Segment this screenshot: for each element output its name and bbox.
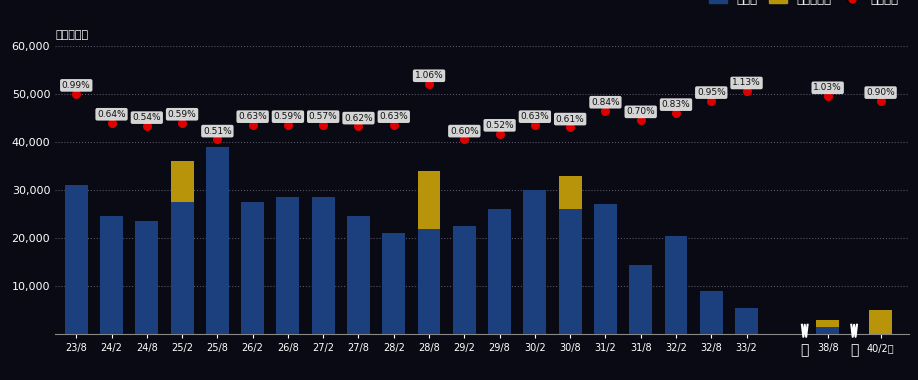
Bar — [665, 236, 688, 334]
Bar — [488, 209, 511, 334]
Text: 0.52%: 0.52% — [486, 121, 514, 130]
Text: 1.03%: 1.03% — [813, 83, 842, 92]
Bar — [816, 327, 839, 334]
Text: （百万円）: （百万円） — [55, 30, 88, 40]
Bar — [312, 197, 335, 334]
Text: 0.61%: 0.61% — [555, 115, 585, 124]
Bar — [418, 228, 441, 334]
Bar — [382, 233, 405, 334]
Bar — [735, 308, 758, 334]
Bar — [100, 217, 123, 334]
Bar — [869, 310, 892, 334]
Bar — [171, 161, 194, 202]
Bar — [65, 185, 88, 334]
Text: 0.59%: 0.59% — [274, 112, 302, 121]
Legend: 借入金, 投資法人債, 平均金利: 借入金, 投資法人債, 平均金利 — [704, 0, 903, 10]
Text: 0.59%: 0.59% — [168, 110, 196, 119]
Bar — [523, 190, 546, 334]
Bar — [418, 171, 441, 228]
Bar — [347, 217, 370, 334]
Text: 0.63%: 0.63% — [521, 112, 549, 121]
Text: 0.83%: 0.83% — [662, 100, 690, 109]
Text: 0.62%: 0.62% — [344, 114, 373, 123]
Bar — [559, 209, 582, 334]
Text: 0.95%: 0.95% — [697, 88, 725, 97]
Text: 1.06%: 1.06% — [415, 71, 443, 80]
Text: 1.13%: 1.13% — [733, 79, 761, 87]
Text: 0.99%: 0.99% — [62, 81, 91, 90]
Text: 0.90%: 0.90% — [867, 88, 895, 97]
Bar — [206, 147, 229, 334]
Text: 0.63%: 0.63% — [379, 112, 409, 121]
Text: 0.63%: 0.63% — [239, 112, 267, 121]
Text: 0.64%: 0.64% — [97, 110, 126, 119]
Bar — [629, 264, 652, 334]
Text: 0.51%: 0.51% — [203, 127, 231, 136]
Text: 0.60%: 0.60% — [450, 127, 478, 136]
Bar — [700, 291, 722, 334]
Bar — [453, 226, 476, 334]
Text: 0.54%: 0.54% — [132, 113, 162, 122]
Text: 0.57%: 0.57% — [308, 112, 338, 121]
Text: 0.84%: 0.84% — [591, 98, 620, 107]
Bar — [594, 204, 617, 334]
Bar — [559, 176, 582, 209]
Text: 0.70%: 0.70% — [626, 108, 655, 116]
Bar — [171, 202, 194, 334]
Bar — [135, 221, 158, 334]
Bar — [241, 202, 264, 334]
Bar — [816, 320, 839, 327]
Bar — [276, 197, 299, 334]
